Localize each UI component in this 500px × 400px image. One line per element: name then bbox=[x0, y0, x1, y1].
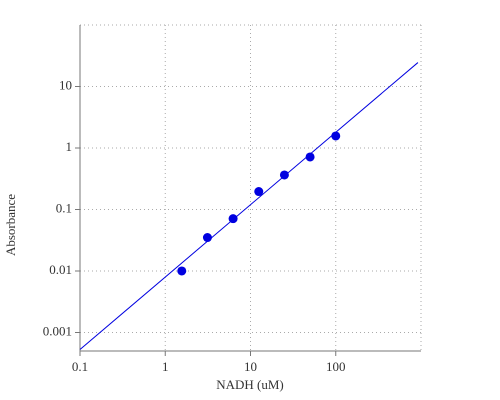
x-tick-label: 0.1 bbox=[72, 359, 88, 374]
data-point bbox=[331, 131, 341, 141]
data-point bbox=[279, 170, 289, 180]
data-point bbox=[202, 233, 212, 243]
y-tick-label: 1 bbox=[66, 139, 73, 154]
y-tick-label: 0.01 bbox=[49, 262, 72, 277]
x-tick-label: 10 bbox=[244, 359, 257, 374]
y-tick-label: 0.001 bbox=[43, 323, 72, 338]
x-tick-label: 100 bbox=[326, 359, 346, 374]
data-point bbox=[254, 187, 264, 197]
y-tick-label: 10 bbox=[59, 77, 72, 92]
y-tick-label: 0.1 bbox=[56, 200, 72, 215]
x-tick-label: 1 bbox=[162, 359, 169, 374]
data-point bbox=[305, 152, 315, 162]
fit-line bbox=[79, 62, 419, 350]
x-axis-label: NADH (uM) bbox=[216, 377, 284, 392]
data-point bbox=[228, 214, 238, 224]
data-point bbox=[177, 266, 187, 276]
y-axis-label: Absorbance bbox=[3, 194, 18, 256]
